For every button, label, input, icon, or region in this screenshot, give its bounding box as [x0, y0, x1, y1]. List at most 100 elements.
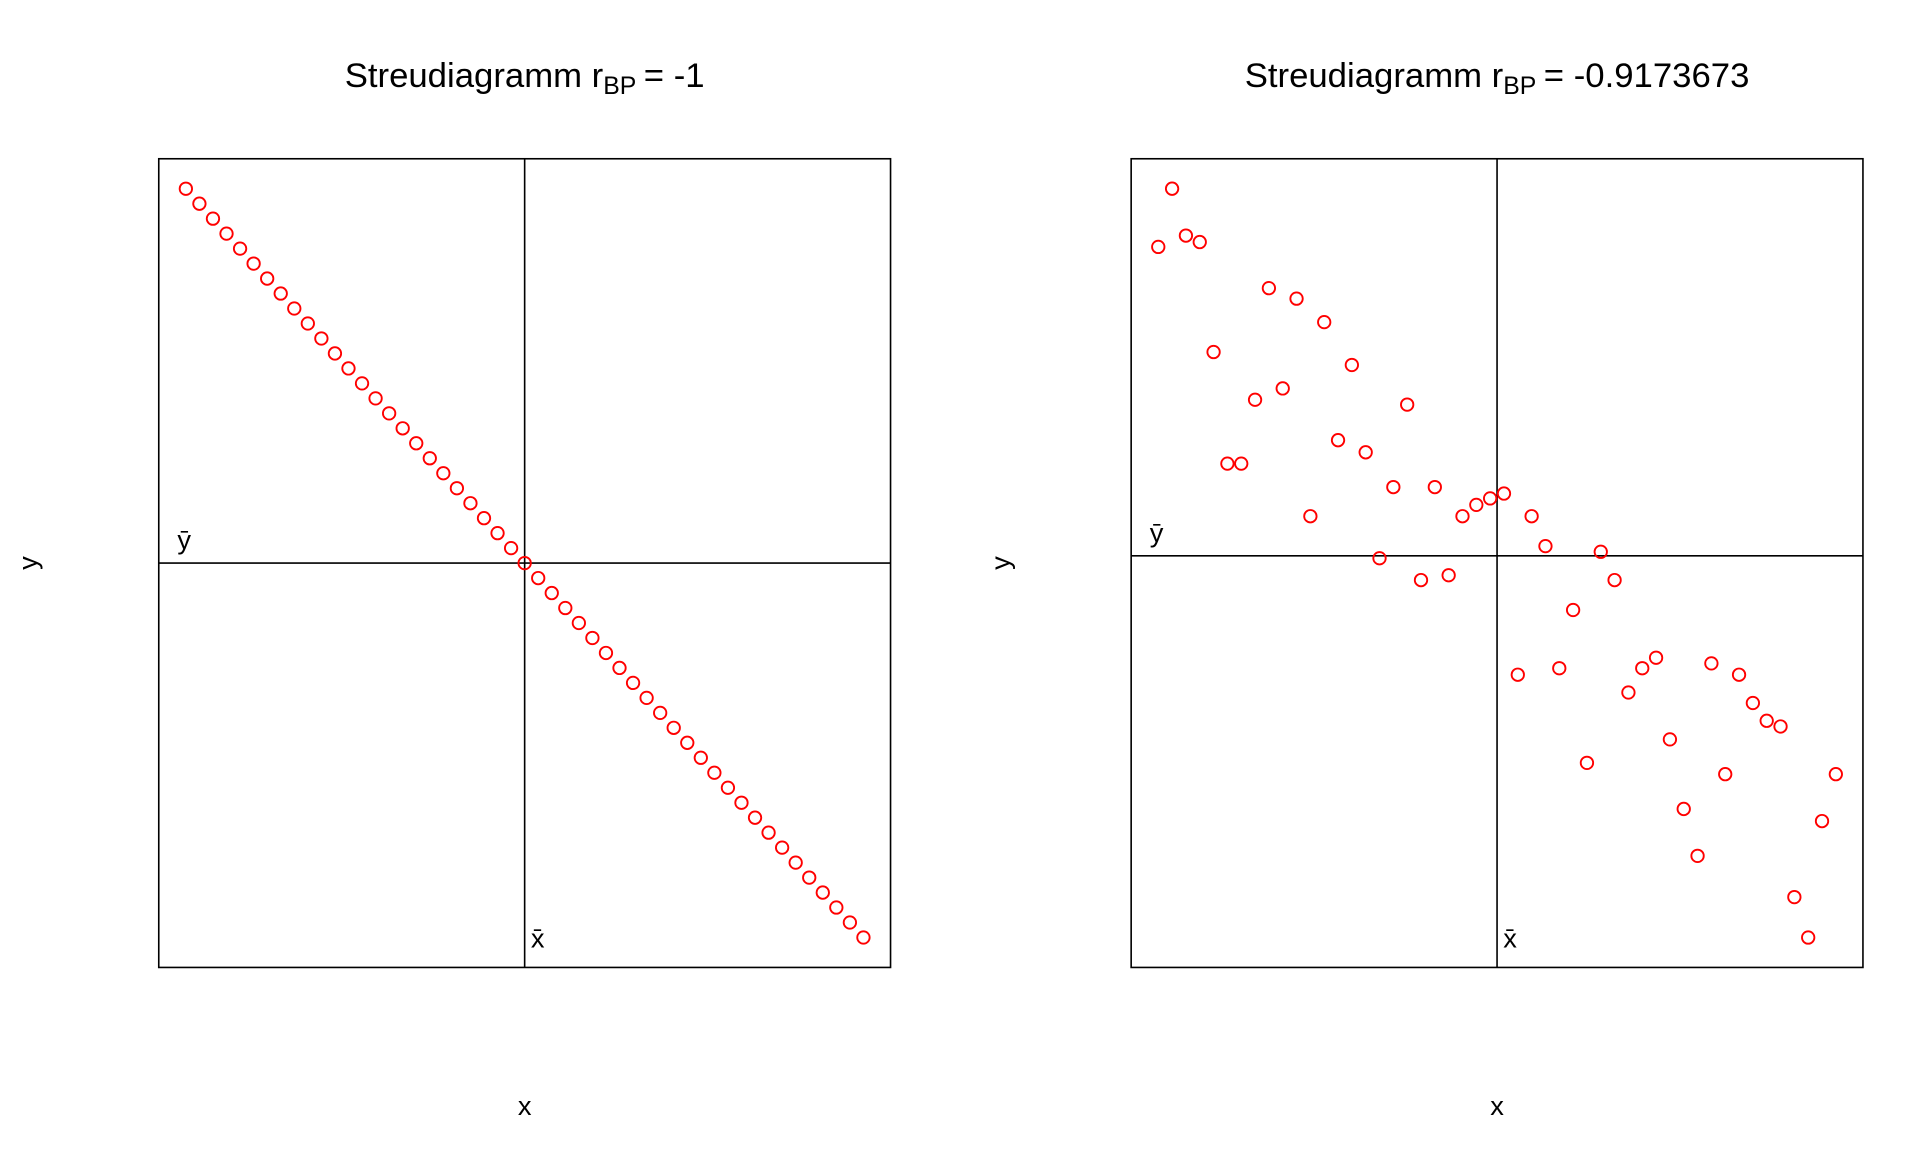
point	[558, 600, 573, 616]
point	[260, 271, 275, 286]
point	[1648, 650, 1664, 665]
point	[842, 915, 858, 930]
point	[1773, 719, 1788, 734]
point	[1593, 544, 1608, 559]
point	[1427, 479, 1442, 495]
point	[774, 840, 790, 855]
point	[287, 301, 302, 316]
point	[1372, 551, 1387, 566]
title-subscript: BP	[603, 72, 636, 99]
point	[720, 780, 736, 795]
point	[422, 451, 437, 466]
point	[598, 645, 614, 661]
point	[1358, 445, 1373, 460]
point	[1524, 509, 1539, 524]
point	[815, 885, 830, 900]
point	[1206, 344, 1221, 360]
point	[747, 810, 763, 825]
point	[571, 615, 586, 631]
point	[1745, 695, 1761, 711]
point	[1579, 755, 1595, 770]
point	[856, 930, 871, 945]
point	[1621, 685, 1636, 700]
title-main: Streudiagramm r	[1245, 57, 1504, 95]
point	[612, 660, 627, 676]
title-main: Streudiagramm r	[345, 57, 604, 95]
x-axis-label: x	[518, 1090, 532, 1121]
point	[1731, 667, 1747, 682]
point	[1289, 291, 1304, 306]
point	[1801, 930, 1816, 945]
point	[761, 825, 776, 840]
point	[246, 256, 261, 271]
point	[1386, 479, 1401, 495]
point	[1469, 497, 1484, 513]
point	[585, 630, 600, 646]
point	[1400, 397, 1415, 412]
point	[1496, 486, 1512, 501]
point	[1607, 572, 1622, 588]
title-suffix: = -1	[644, 57, 705, 95]
point	[625, 675, 641, 691]
point	[1828, 767, 1843, 782]
point	[639, 690, 654, 706]
point	[544, 585, 559, 601]
point	[707, 765, 722, 780]
point	[476, 511, 492, 526]
y-axis-label: y	[984, 556, 1015, 570]
x-axis-label: x	[1490, 1090, 1504, 1121]
point	[653, 705, 668, 720]
point	[788, 855, 803, 870]
point	[341, 361, 356, 376]
point	[1234, 456, 1249, 471]
xbar-label: x̄	[531, 922, 545, 953]
point	[1151, 239, 1166, 255]
point	[1814, 813, 1830, 829]
point	[382, 406, 397, 421]
point	[1483, 491, 1498, 506]
point	[1330, 433, 1346, 448]
point	[1676, 801, 1691, 817]
point	[273, 286, 288, 301]
point	[680, 735, 695, 750]
point	[1192, 234, 1207, 250]
point	[178, 181, 193, 196]
point	[1317, 314, 1332, 330]
point	[517, 555, 532, 571]
point	[1759, 713, 1774, 728]
point	[1441, 568, 1456, 583]
point	[368, 391, 383, 406]
point	[1538, 538, 1553, 554]
point	[1455, 509, 1470, 524]
xbar-label: x̄	[1503, 922, 1517, 953]
point	[1662, 732, 1678, 747]
point	[734, 795, 749, 810]
point	[503, 540, 519, 556]
point	[205, 211, 221, 226]
point	[314, 331, 329, 346]
point	[1164, 181, 1180, 196]
point	[409, 436, 424, 451]
point	[829, 900, 844, 915]
point	[436, 466, 451, 481]
point	[1565, 602, 1581, 618]
ybar-label: ȳ	[1150, 517, 1164, 548]
point	[693, 750, 708, 765]
point	[1787, 889, 1802, 905]
point	[1552, 661, 1567, 676]
point	[1718, 767, 1733, 782]
point	[395, 421, 410, 436]
point	[802, 870, 817, 885]
title-suffix: = -0.9173673	[1544, 57, 1750, 95]
point	[449, 481, 465, 496]
point	[300, 316, 315, 331]
chart-title: Streudiagramm rBP = -1	[345, 57, 705, 99]
point	[232, 241, 248, 256]
point	[1275, 381, 1290, 396]
point	[531, 570, 546, 586]
point	[219, 226, 234, 241]
point	[1220, 456, 1235, 471]
point	[1303, 509, 1318, 524]
